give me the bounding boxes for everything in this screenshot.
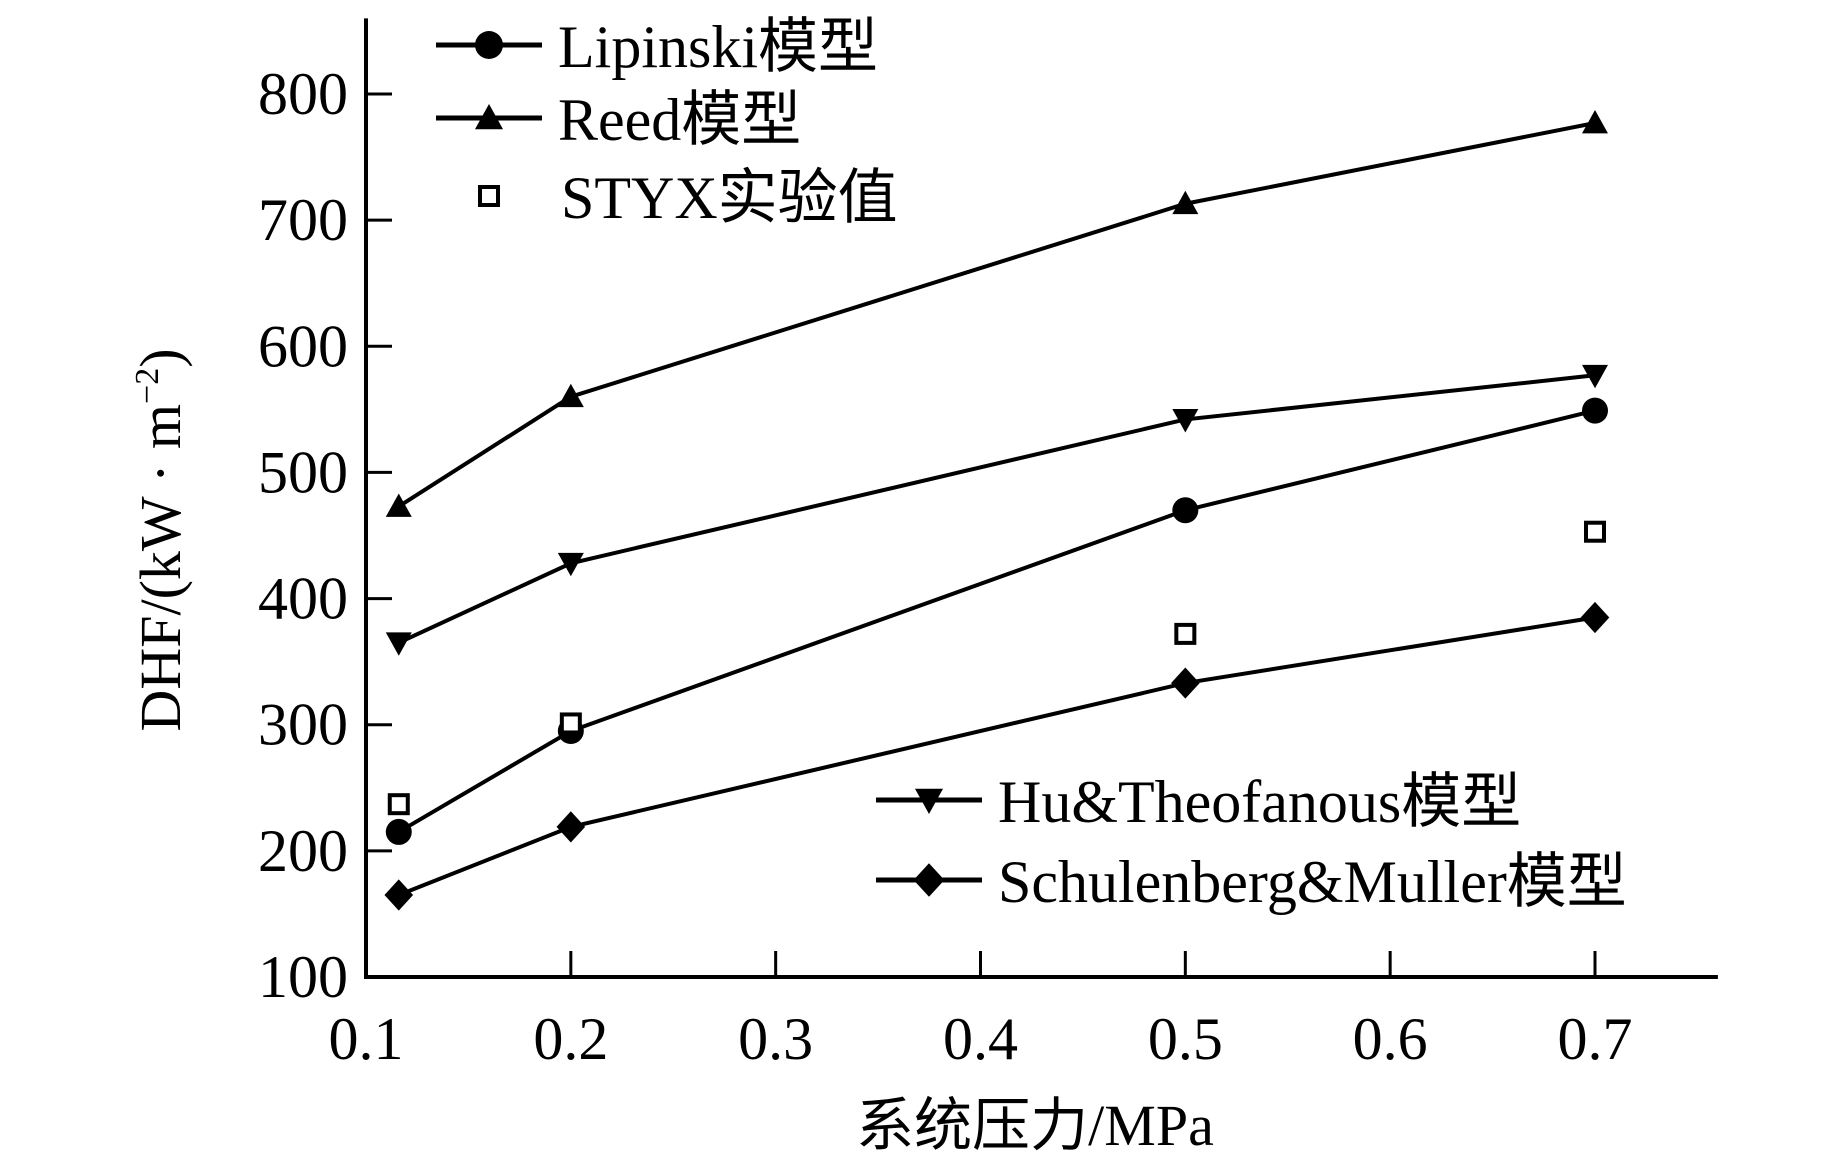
x-tick-label: 0.6	[1353, 1006, 1428, 1072]
series-line	[398, 615, 1596, 897]
legend-item: Hu&Theofanous模型	[876, 769, 1521, 835]
diamond-marker	[1171, 667, 1200, 699]
legend-label: Hu&Theofanous模型	[998, 769, 1521, 835]
y-tick-label: 400	[258, 566, 348, 632]
diamond-marker	[1580, 601, 1610, 634]
triangle-down-marker	[1172, 409, 1199, 433]
circle-marker	[1582, 397, 1608, 424]
triangle-down-marker	[915, 788, 943, 814]
series-line	[397, 408, 1596, 834]
y-tick-label: 700	[258, 187, 348, 253]
triangle-down-marker	[385, 632, 412, 656]
y-axis-label-main: DHF/(kW · m	[128, 404, 193, 732]
y-tick-label: 500	[258, 439, 348, 505]
series-triangle-down	[385, 364, 1608, 656]
triangle-up-marker	[1172, 190, 1199, 215]
y-tick-label: 100	[258, 944, 348, 1010]
diamond-marker	[384, 879, 414, 911]
legend-label: Lipinski模型	[558, 14, 878, 80]
x-tick-label: 0.1	[329, 1006, 404, 1072]
x-tick-label: 0.3	[738, 1006, 813, 1072]
triangle-up-marker	[475, 104, 503, 130]
y-axis-label-close: )	[128, 348, 193, 367]
square-open-marker	[559, 712, 582, 735]
x-tick-label: 0.7	[1558, 1006, 1633, 1072]
legend-label: Schulenberg&Muller模型	[998, 849, 1627, 915]
legend-item: STYX实验值	[478, 165, 898, 231]
square-open-marker	[478, 185, 500, 207]
square-open-marker	[1584, 520, 1606, 543]
legend-item: Lipinski模型	[436, 14, 878, 80]
triangle-up-marker	[557, 383, 584, 408]
legend-item: Schulenberg&Muller模型	[876, 849, 1627, 915]
y-axis-label-sup: −2	[129, 368, 166, 404]
triangle-down-marker	[1582, 364, 1608, 389]
series-line	[397, 121, 1596, 509]
x-tick-label: 0.2	[533, 1006, 608, 1072]
square-open-marker	[387, 793, 410, 816]
x-tick-label: 0.5	[1148, 1006, 1223, 1072]
y-tick-label: 600	[258, 313, 348, 379]
triangle-down-marker	[557, 552, 584, 577]
triangle-up-marker	[1582, 110, 1608, 134]
y-axis-label: DHF/(kW · m−2)	[128, 348, 193, 731]
legend: Lipinski模型 Reed模型 STYX实验值 Hu&Theofanous模型 Sc…	[436, 14, 1627, 915]
series-square-open	[387, 520, 1606, 816]
series-line	[397, 373, 1596, 645]
circle-marker	[475, 31, 503, 59]
axes: 0.1 0.2 0.3 0.4 0.5 0.6 0.7 100 200 300 400 500 600 7…	[258, 18, 1718, 1072]
legend-label: STYX实验值	[561, 165, 898, 231]
square-open-marker	[1174, 622, 1197, 645]
y-tick-label: 300	[258, 692, 348, 758]
legend-label: Reed模型	[558, 87, 801, 153]
x-tick-label: 0.4	[943, 1006, 1018, 1072]
circle-marker	[1172, 497, 1199, 524]
y-tick-label: 800	[258, 61, 348, 127]
diamond-marker	[556, 811, 586, 843]
series-diamond	[384, 601, 1610, 911]
series-triangle-up	[385, 110, 1608, 517]
circle-marker	[385, 818, 412, 845]
legend-item: Reed模型	[436, 87, 801, 153]
diamond-marker	[913, 863, 945, 897]
x-axis-label: 系统压力/MPa	[856, 1093, 1214, 1157]
y-tick-label: 200	[258, 818, 348, 884]
triangle-up-marker	[385, 493, 412, 517]
series-layer	[384, 110, 1610, 911]
